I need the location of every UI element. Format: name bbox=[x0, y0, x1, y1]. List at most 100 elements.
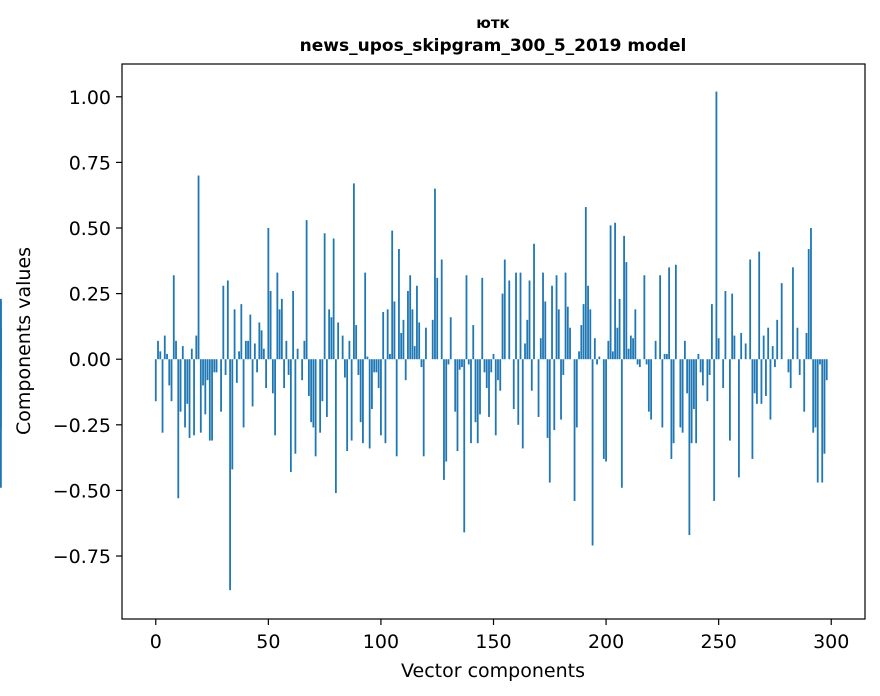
bar bbox=[215, 359, 218, 373]
bar bbox=[663, 353, 666, 360]
y-tick-label: −0.50 bbox=[53, 480, 111, 502]
bar bbox=[418, 322, 421, 360]
bar bbox=[443, 359, 445, 480]
bar bbox=[479, 359, 481, 415]
bar bbox=[683, 340, 686, 360]
y-tick-label: 0.25 bbox=[69, 284, 111, 306]
bar bbox=[402, 319, 405, 360]
bar bbox=[181, 346, 184, 360]
bar bbox=[175, 340, 177, 360]
bar bbox=[717, 338, 720, 360]
bar bbox=[587, 285, 589, 360]
bar bbox=[229, 359, 231, 591]
bar bbox=[650, 359, 653, 420]
bar bbox=[204, 359, 207, 415]
bar bbox=[305, 220, 308, 360]
bar bbox=[668, 267, 671, 360]
bar bbox=[731, 293, 734, 360]
bar bbox=[816, 359, 819, 483]
bar bbox=[247, 340, 249, 360]
bar bbox=[425, 327, 427, 360]
bar bbox=[711, 304, 713, 360]
bar bbox=[665, 353, 668, 360]
bar bbox=[497, 359, 499, 381]
bar bbox=[323, 233, 326, 360]
bar bbox=[659, 275, 662, 360]
bar bbox=[562, 359, 565, 375]
bar bbox=[332, 238, 335, 360]
bar bbox=[195, 335, 198, 360]
bar bbox=[348, 340, 351, 360]
bar bbox=[461, 359, 463, 368]
bar bbox=[337, 322, 340, 360]
bar bbox=[634, 309, 637, 360]
bar bbox=[569, 327, 571, 360]
bar bbox=[445, 359, 448, 462]
bar bbox=[319, 359, 322, 433]
bar bbox=[193, 359, 195, 436]
bar bbox=[821, 359, 824, 483]
bar bbox=[472, 325, 475, 360]
bar bbox=[674, 264, 677, 360]
bar bbox=[280, 298, 283, 360]
bar bbox=[366, 356, 369, 360]
bar bbox=[812, 359, 815, 433]
bar bbox=[701, 359, 704, 386]
bar bbox=[157, 340, 159, 360]
bar bbox=[269, 290, 272, 360]
bar bbox=[398, 249, 400, 360]
bar bbox=[253, 343, 256, 360]
bar bbox=[301, 359, 304, 381]
bar bbox=[517, 359, 520, 425]
bar bbox=[508, 280, 511, 360]
bar bbox=[643, 275, 646, 360]
bar bbox=[190, 348, 193, 360]
bar bbox=[346, 359, 349, 452]
chart-title-line-1: ютк bbox=[476, 14, 509, 32]
bar bbox=[233, 309, 236, 360]
bar bbox=[407, 290, 409, 360]
bar bbox=[310, 359, 313, 423]
bar bbox=[256, 359, 258, 373]
plot-area-frame bbox=[121, 63, 866, 620]
bar bbox=[357, 359, 360, 375]
bar bbox=[490, 359, 493, 373]
bar bbox=[454, 359, 457, 412]
bar bbox=[564, 272, 567, 360]
bar bbox=[582, 304, 585, 360]
bar bbox=[629, 335, 632, 360]
bar bbox=[292, 290, 295, 360]
bar bbox=[765, 359, 767, 396]
bar bbox=[688, 359, 691, 536]
bar bbox=[436, 277, 439, 360]
bar bbox=[307, 359, 310, 396]
bar bbox=[431, 319, 434, 360]
bar bbox=[607, 340, 610, 360]
bar bbox=[553, 359, 556, 431]
bar bbox=[393, 301, 396, 360]
bar bbox=[197, 175, 200, 360]
bar bbox=[627, 348, 630, 360]
bar bbox=[276, 272, 279, 360]
bar bbox=[220, 359, 222, 412]
bar bbox=[632, 338, 634, 360]
bar bbox=[537, 359, 540, 417]
bar bbox=[262, 348, 265, 360]
bar bbox=[636, 359, 639, 365]
bar bbox=[294, 359, 297, 454]
bar bbox=[244, 340, 247, 360]
y-tick-label: 0.00 bbox=[69, 349, 111, 371]
x-ticks-group: 0 50 100 150 200 250 300 bbox=[150, 619, 849, 653]
bar bbox=[271, 359, 274, 394]
bar bbox=[211, 359, 213, 441]
bar bbox=[591, 359, 594, 546]
bar bbox=[467, 359, 470, 365]
bar bbox=[344, 359, 346, 378]
bar bbox=[686, 359, 689, 394]
x-tick-label: 300 bbox=[813, 631, 849, 653]
bar bbox=[465, 275, 468, 360]
bar bbox=[620, 359, 623, 488]
bar bbox=[690, 359, 693, 444]
bar bbox=[526, 319, 529, 360]
bar bbox=[330, 317, 333, 360]
